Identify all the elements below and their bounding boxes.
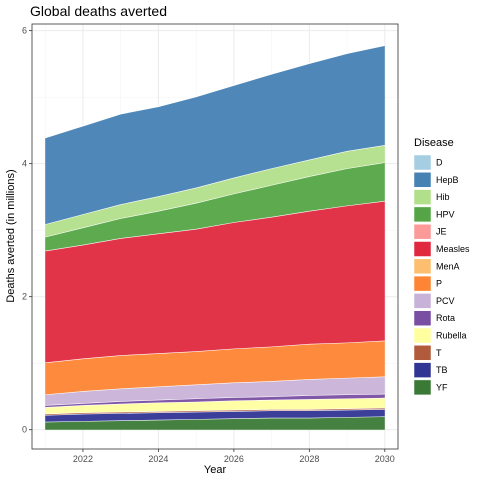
y-tick-label: 6 xyxy=(22,26,27,36)
legend-label-hpv: HPV xyxy=(436,209,455,219)
legend-label-je: JE xyxy=(436,227,447,237)
legend-key-hpv xyxy=(414,207,431,222)
legend-key-je xyxy=(414,224,431,239)
y-axis-title: Deaths averted (in millions) xyxy=(5,169,17,302)
x-tick-label: 2030 xyxy=(375,454,395,464)
y-tick-label: 4 xyxy=(22,159,27,169)
x-tick-label: 2028 xyxy=(299,454,319,464)
legend-label-measles: Measles xyxy=(436,244,470,254)
legend: Disease D HepB Hib HPV JE Measles MenA P PCV Rota… xyxy=(414,137,470,395)
x-tick-label: 2024 xyxy=(148,454,168,464)
legend-key-p xyxy=(414,276,431,291)
legend-key-hepb xyxy=(414,172,431,187)
legend-label-hepb: HepB xyxy=(436,175,459,185)
legend-key-yf xyxy=(414,380,431,395)
legend-label-tb: TB xyxy=(436,365,448,375)
legend-label-pcv: PCV xyxy=(436,296,455,306)
legend-key-d xyxy=(414,155,431,170)
legend-label-mena: MenA xyxy=(436,261,460,271)
chart-title: Global deaths averted xyxy=(30,3,167,19)
x-tick-label: 2026 xyxy=(224,454,244,464)
legend-key-hib xyxy=(414,190,431,205)
legend-label-yf: YF xyxy=(436,382,448,392)
x-axis-ticks: 2022 2024 2026 2028 2030 xyxy=(73,449,395,464)
legend-items: D HepB Hib HPV JE Measles MenA P PCV Rota Rubella T… xyxy=(414,155,470,395)
legend-title: Disease xyxy=(414,137,454,149)
legend-label-t: T xyxy=(436,348,442,358)
x-axis-title: Year xyxy=(204,464,227,476)
legend-key-t xyxy=(414,345,431,360)
y-tick-label: 0 xyxy=(22,425,27,435)
legend-label-hib: Hib xyxy=(436,192,450,202)
legend-label-d: D xyxy=(436,158,443,168)
y-axis-ticks: 0 2 4 6 xyxy=(22,26,32,435)
legend-label-p: P xyxy=(436,279,442,289)
legend-key-pcv xyxy=(414,293,431,308)
legend-key-tb xyxy=(414,363,431,378)
legend-key-measles xyxy=(414,242,431,257)
legend-key-mena xyxy=(414,259,431,274)
x-tick-label: 2022 xyxy=(73,454,93,464)
legend-key-rota xyxy=(414,311,431,326)
y-tick-label: 2 xyxy=(22,292,27,302)
legend-key-rubella xyxy=(414,328,431,343)
legend-label-rota: Rota xyxy=(436,313,455,323)
legend-label-rubella: Rubella xyxy=(436,331,467,341)
